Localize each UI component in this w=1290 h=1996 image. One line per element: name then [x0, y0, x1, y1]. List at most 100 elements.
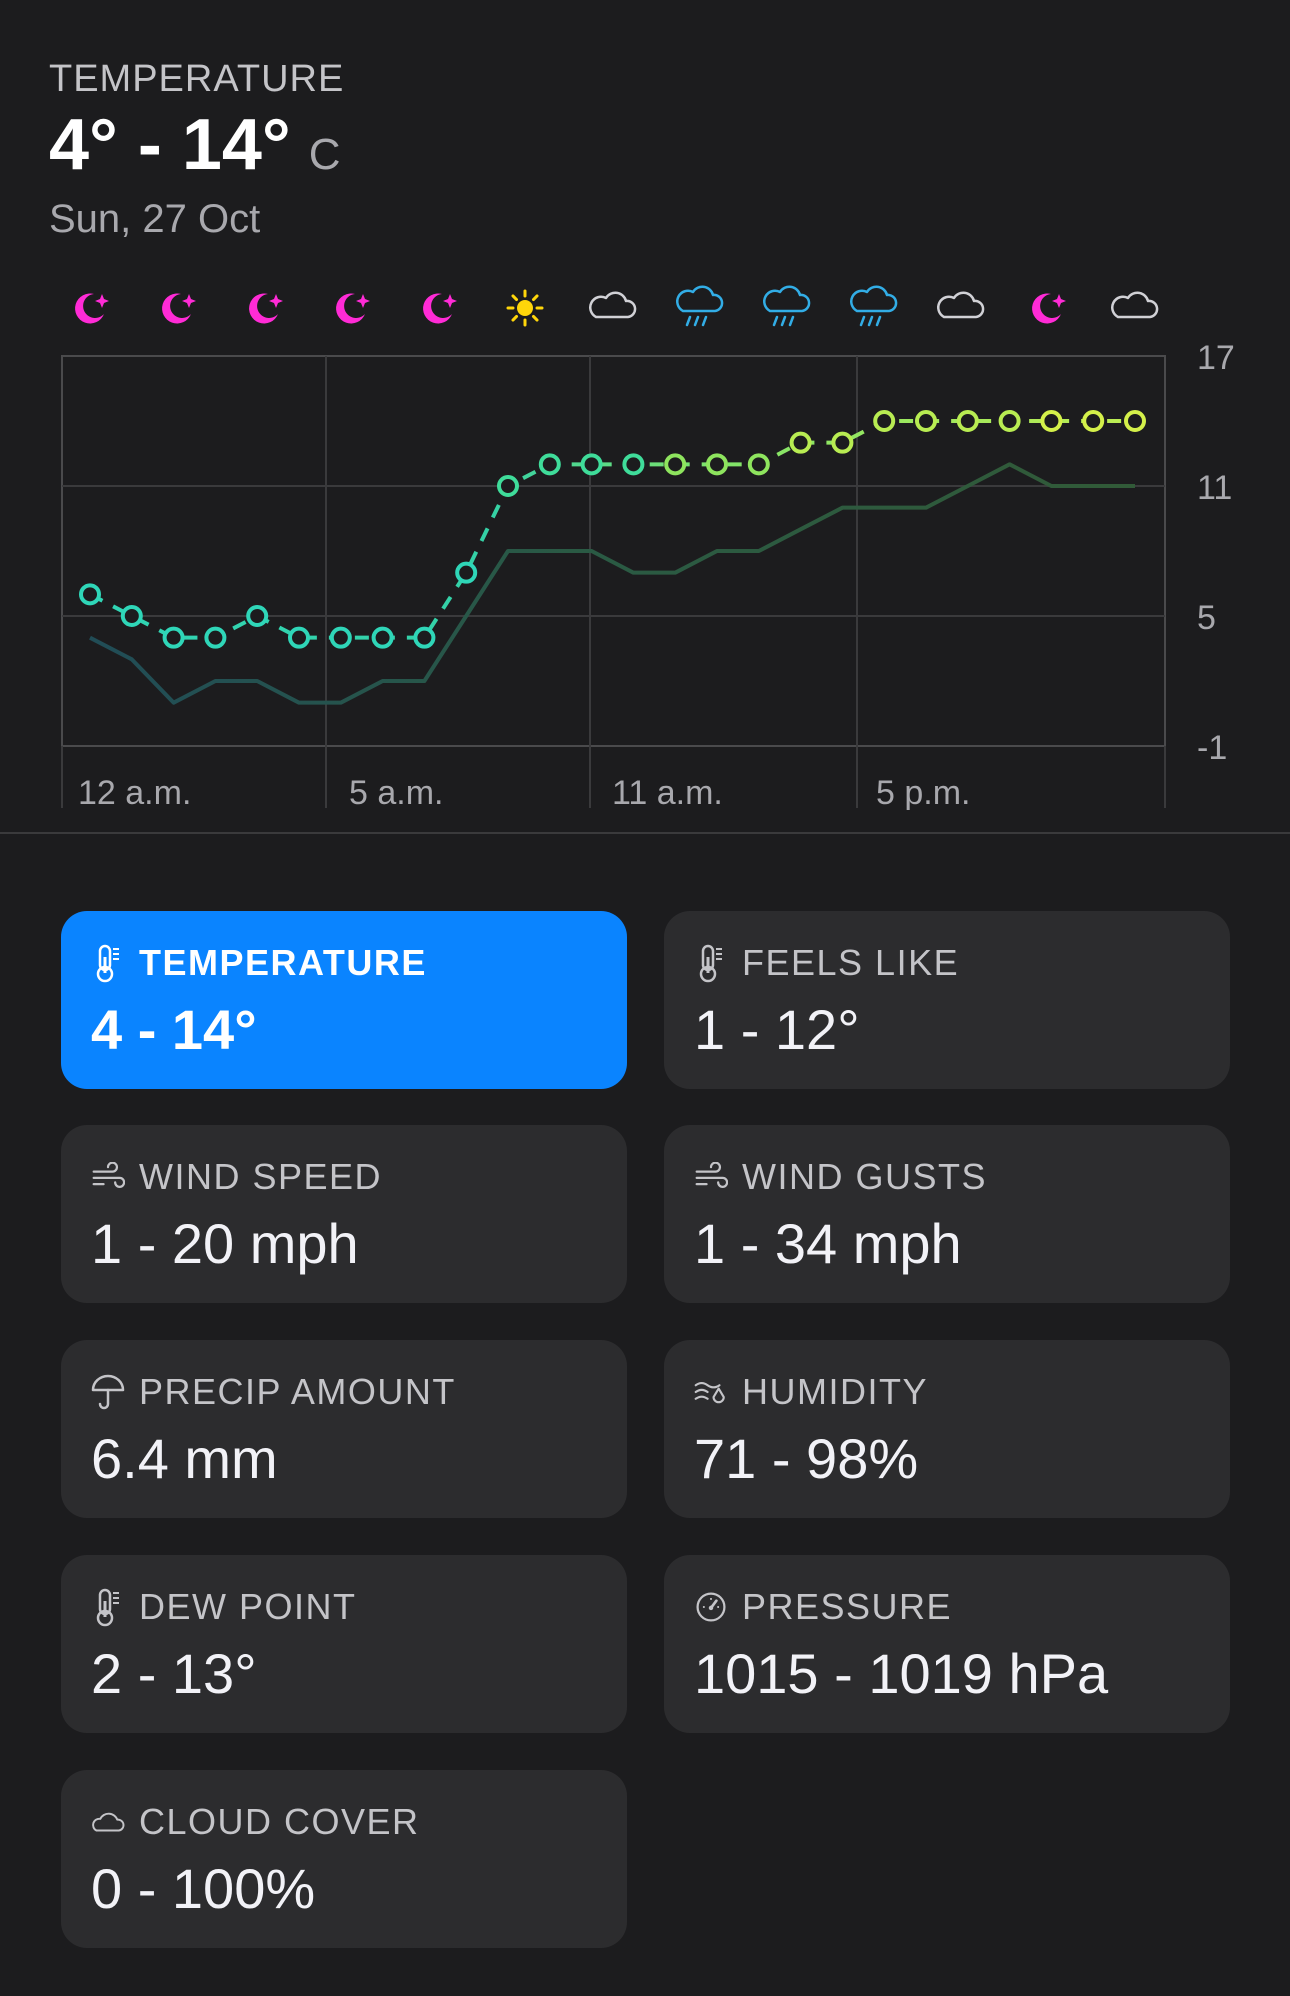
temperature-point: [288, 626, 310, 649]
rain-icon: [763, 285, 811, 327]
card-value: 1015 - 1019 hPa: [694, 1642, 1109, 1705]
temperature-point: [831, 431, 854, 454]
temperature-point: [1040, 410, 1063, 432]
moon-icon: [249, 293, 283, 324]
metric-card-humidity[interactable]: HUMIDITY 71 - 98%: [664, 1340, 1230, 1518]
wind-icon: [91, 1157, 125, 1197]
temperature-point: [329, 626, 352, 649]
temperature-point: [956, 410, 979, 432]
hourly-weather-icons: [75, 285, 1159, 327]
temperature-point: [664, 453, 687, 476]
card-label: PRECIP AMOUNT: [139, 1371, 456, 1412]
metric-card-feels-like[interactable]: FEELS LIKE 1 - 12°: [664, 911, 1230, 1089]
temperature-range: 4° - 14° C: [49, 109, 344, 181]
card-label: CLOUD COVER: [139, 1801, 420, 1842]
card-value: 1 - 34 mph: [694, 1212, 962, 1275]
cloud-icon: [91, 1802, 125, 1842]
cloud-icon: [937, 291, 985, 319]
cloud-icon: [1111, 291, 1159, 319]
temperature-point: [455, 561, 478, 584]
temperature-point: [371, 626, 394, 649]
card-header: FEELS LIKE: [694, 941, 1230, 985]
y-tick-label: 17: [1197, 339, 1235, 377]
y-tick-label: 5: [1197, 599, 1216, 637]
card-value: 2 - 13°: [91, 1642, 257, 1705]
card-label: WIND GUSTS: [742, 1156, 987, 1197]
rain-icon: [676, 285, 724, 327]
x-tick-label: 5 p.m.: [876, 774, 970, 810]
temperature-unit: C: [308, 130, 341, 179]
card-value: 6.4 mm: [91, 1427, 278, 1490]
card-value: 4 - 14°: [91, 998, 257, 1061]
x-tick-label: 12 a.m.: [78, 774, 191, 810]
x-tick-label: 5 a.m.: [349, 774, 443, 810]
humidity-icon: [694, 1372, 728, 1412]
moon-icon: [336, 293, 370, 324]
card-header: PRECIP AMOUNT: [91, 1370, 627, 1414]
moon-icon: [1032, 293, 1066, 324]
metric-card-wind-speed[interactable]: WIND SPEED 1 - 20 mph: [61, 1125, 627, 1303]
card-header: TEMPERATURE: [91, 941, 627, 985]
card-header: DEW POINT: [91, 1585, 627, 1629]
temperature-point: [246, 605, 269, 627]
card-label: FEELS LIKE: [742, 942, 960, 983]
moon-icon: [75, 293, 109, 324]
card-label: DEW POINT: [139, 1586, 357, 1627]
section-divider: [0, 832, 1290, 834]
chart-series: [79, 410, 1146, 705]
card-header: WIND SPEED: [91, 1155, 627, 1199]
chart-labels: 17 11 5 -1 12 a.m. 5 a.m. 11 a.m. 5 p.m.: [78, 339, 1235, 810]
metric-card-wind-gusts[interactable]: WIND GUSTS 1 - 34 mph: [664, 1125, 1230, 1303]
temperature-point: [873, 410, 896, 432]
card-header: PRESSURE: [694, 1585, 1230, 1629]
temperature-point: [538, 453, 561, 476]
card-value: 71 - 98%: [694, 1427, 919, 1490]
card-value: 1 - 20 mph: [91, 1212, 359, 1275]
wind-icon: [694, 1157, 728, 1197]
card-value: 0 - 100%: [91, 1857, 316, 1920]
chart-grid: [61, 355, 1166, 808]
x-tick-label: 11 a.m.: [612, 774, 723, 810]
card-value: 1 - 12°: [694, 998, 860, 1061]
temperature-point: [789, 431, 812, 454]
card-label: WIND SPEED: [139, 1156, 383, 1197]
thermometer-icon: [694, 943, 728, 983]
y-tick-label: 11: [1197, 469, 1232, 507]
temperature-range-value: 4° - 14°: [49, 105, 291, 185]
temperature-point: [204, 626, 227, 649]
temperature-point: [120, 605, 143, 627]
card-label: TEMPERATURE: [139, 942, 427, 983]
temperature-point: [915, 410, 937, 432]
feels-like-line: [89, 462, 1135, 705]
temperature-line: [89, 419, 1135, 640]
card-header: WIND GUSTS: [694, 1155, 1230, 1199]
moon-icon: [162, 293, 196, 324]
y-tick-label: -1: [1197, 729, 1227, 767]
temperature-point: [413, 626, 436, 649]
temperature-point: [162, 626, 185, 649]
plot-frame: [61, 355, 1166, 747]
temperature-point: [1082, 410, 1105, 432]
temperature-point: [622, 453, 645, 476]
gauge-icon: [694, 1587, 728, 1627]
umbrella-icon: [91, 1372, 125, 1412]
metric-card-precip-amount[interactable]: PRECIP AMOUNT 6.4 mm: [61, 1340, 627, 1518]
metric-card-cloud-cover[interactable]: CLOUD COVER 0 - 100%: [61, 1770, 627, 1948]
temperature-point: [706, 453, 728, 476]
temperature-point: [1124, 410, 1146, 432]
metric-card-pressure[interactable]: PRESSURE 1015 - 1019 hPa: [664, 1555, 1230, 1733]
temperature-point: [998, 410, 1021, 432]
cloud-icon: [589, 291, 637, 319]
header-label: TEMPERATURE: [49, 58, 345, 100]
thermometer-icon: [91, 943, 125, 983]
card-header: CLOUD COVER: [91, 1800, 627, 1844]
temperature-chart[interactable]: 17 11 5 -1 12 a.m. 5 a.m. 11 a.m. 5 p.m.: [0, 270, 1290, 810]
thermometer-icon: [91, 1587, 125, 1627]
temperature-point: [79, 583, 101, 606]
temperature-point: [747, 453, 770, 476]
metric-card-temperature[interactable]: TEMPERATURE 4 - 14°: [61, 911, 627, 1089]
card-label: PRESSURE: [742, 1586, 953, 1627]
card-label: HUMIDITY: [742, 1371, 928, 1412]
metric-card-dew-point[interactable]: DEW POINT 2 - 13°: [61, 1555, 627, 1733]
temperature-point: [580, 453, 603, 476]
